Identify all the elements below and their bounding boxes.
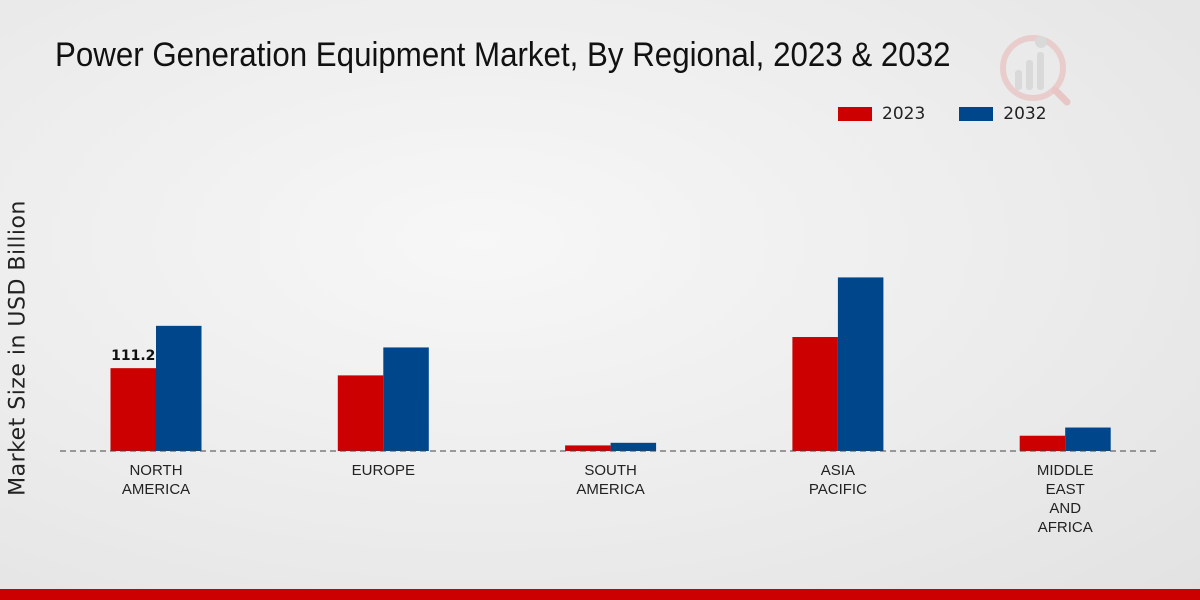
x-tick-label: SOUTH AMERICA xyxy=(576,462,644,498)
x-tick-label: NORTH AMERICA xyxy=(122,462,190,498)
x-tick-label: EUROPE xyxy=(352,462,415,479)
x-tick-label: ASIA PACIFIC xyxy=(809,462,867,498)
bar-2023-europe xyxy=(337,375,384,451)
legend-item-2023: 2023 xyxy=(838,104,925,124)
legend-item-2032: 2032 xyxy=(959,104,1047,124)
footer-bar xyxy=(0,589,1200,600)
legend-swatch-2032 xyxy=(959,107,994,121)
x-tick-label-line: NORTH xyxy=(129,462,182,479)
x-tick-label: MIDDLE EAST AND AFRICA xyxy=(1037,462,1094,536)
bar-2032-asia-pacific xyxy=(837,277,884,451)
legend-swatch-2023 xyxy=(838,107,872,121)
x-tick-label-line: AMERICA xyxy=(576,481,644,498)
x-tick-label-line: PACIFIC xyxy=(809,481,867,498)
bar-2023-north-america xyxy=(110,368,156,451)
watermark-logo-icon xyxy=(1000,35,1071,106)
chart-title: Power Generation Equipment Market, By Re… xyxy=(55,36,951,74)
bar-2032-middle-east-and-africa xyxy=(1065,427,1111,451)
x-tick-label-line: ASIA xyxy=(821,462,855,479)
data-label: 111.2 xyxy=(111,348,155,364)
x-tick-label-line: AND xyxy=(1049,500,1081,517)
bar-2032-europe xyxy=(383,347,429,451)
bar-2023-south-america xyxy=(565,445,611,451)
legend: 2023 2032 xyxy=(838,104,1047,124)
legend-label-2032: 2032 xyxy=(1003,104,1047,124)
x-tick-label-line: AFRICA xyxy=(1038,519,1093,536)
x-tick-label-line: SOUTH xyxy=(584,462,637,479)
x-tick-label-line: EUROPE xyxy=(352,462,415,479)
bar-2023-asia-pacific xyxy=(792,337,838,451)
x-tick-label-line: MIDDLE xyxy=(1037,462,1094,479)
bar-2032-south-america xyxy=(610,442,657,451)
bar-2032-north-america xyxy=(156,325,202,451)
bar-2023-middle-east-and-africa xyxy=(1019,435,1066,451)
legend-label-2023: 2023 xyxy=(882,104,926,124)
x-tick-label-line: AMERICA xyxy=(122,481,190,498)
x-tick-label-line: EAST xyxy=(1046,481,1085,498)
